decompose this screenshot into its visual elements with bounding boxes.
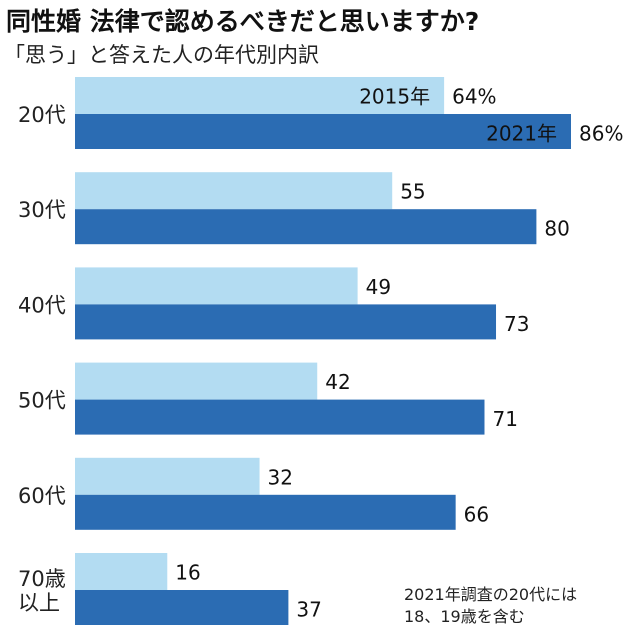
value-label: 86% <box>579 122 623 146</box>
footnote-line-2: 18、19歳を含む <box>404 607 525 626</box>
bar-2021年 <box>75 399 485 435</box>
bar-2015年 <box>75 172 393 210</box>
bar-2015年 <box>75 553 168 590</box>
value-label: 42 <box>325 370 350 394</box>
value-label: 80 <box>544 217 569 241</box>
bar-2015年 <box>75 362 318 400</box>
bars: 20代 64% 2015年 86% 2021年 30代 55 80 40代 49 73 50代 42 71… <box>18 77 623 625</box>
category-label: 70歳 <box>18 567 66 591</box>
footnote-line-1: 2021年調査の20代には <box>404 585 577 604</box>
category-label: 以上 <box>18 591 60 615</box>
value-label: 71 <box>492 407 517 431</box>
value-label: 32 <box>268 465 293 489</box>
value-label: 49 <box>366 275 391 299</box>
bar-2021年 <box>75 114 571 149</box>
legend-label: 2015年 <box>359 85 430 109</box>
value-label: 55 <box>400 180 425 204</box>
category-label: 20代 <box>18 103 66 127</box>
value-label: 73 <box>504 312 529 336</box>
category-label: 30代 <box>18 198 66 222</box>
bar-2021年 <box>75 494 456 530</box>
value-label: 37 <box>296 598 321 622</box>
bar-2015年 <box>75 77 445 114</box>
bar-2021年 <box>75 304 497 340</box>
legend-label: 2021年 <box>486 122 557 146</box>
category-label: 50代 <box>18 389 66 413</box>
value-label: 66 <box>464 502 489 526</box>
bar-2021年 <box>75 590 289 625</box>
chart-title: 同性婚 法律で認めるべきだと思いますか? <box>6 7 479 36</box>
category-label: 40代 <box>18 293 66 317</box>
chart-subtitle: 「思う」と答えた人の年代別内訳 <box>4 43 319 67</box>
value-label: 16 <box>175 561 200 585</box>
bar-2021年 <box>75 209 537 245</box>
category-label: 60代 <box>18 484 66 508</box>
value-label: 64% <box>452 85 496 109</box>
bar-2015年 <box>75 457 260 495</box>
bar-2015年 <box>75 267 358 305</box>
